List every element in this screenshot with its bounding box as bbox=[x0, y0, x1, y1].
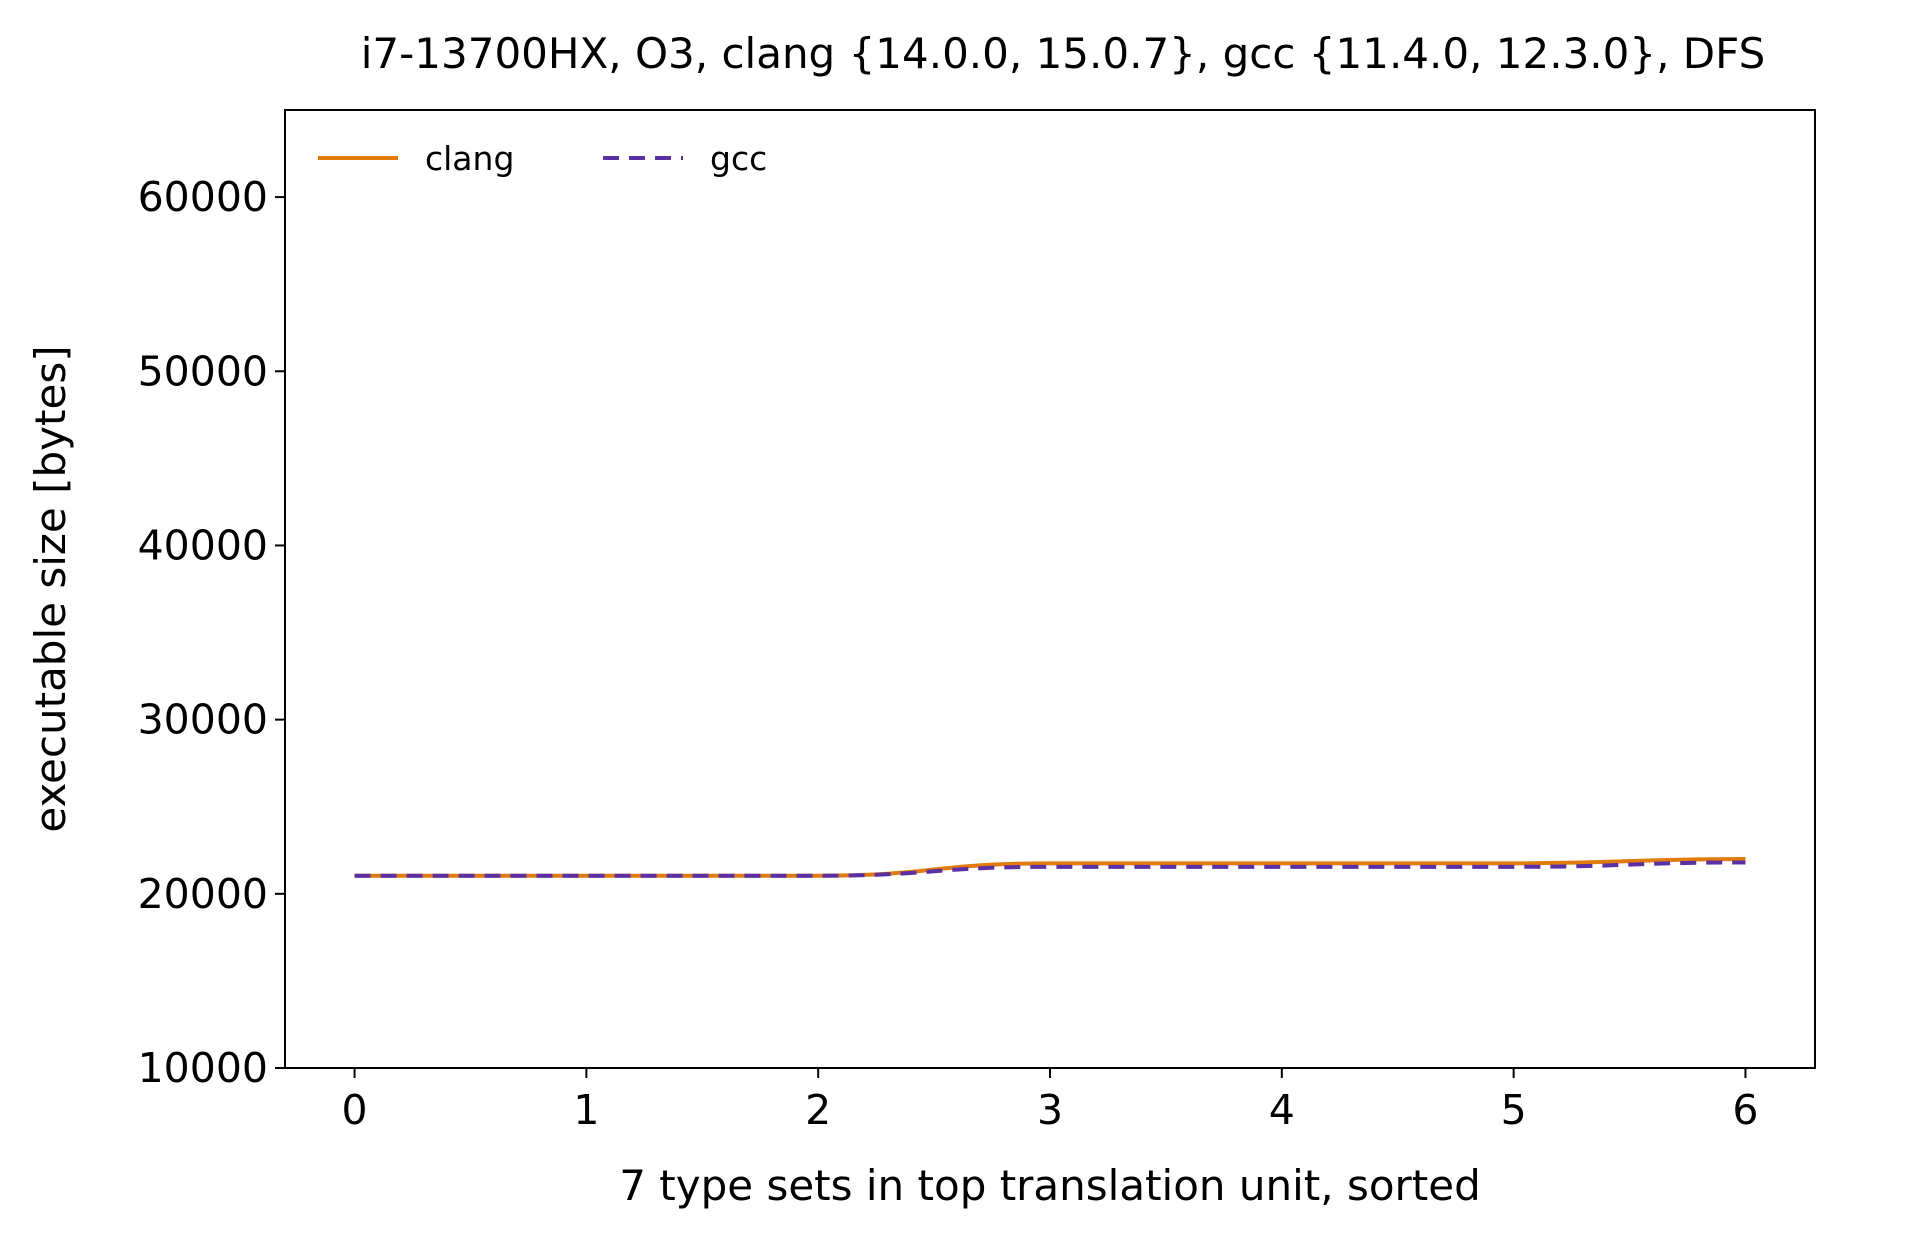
x-tick-label-4: 4 bbox=[1269, 1086, 1295, 1134]
legend-label-clang: clang bbox=[425, 139, 514, 178]
plot-area bbox=[354, 856, 1746, 878]
x-tick-label-0: 0 bbox=[341, 1086, 367, 1134]
x-tick-label-6: 6 bbox=[1732, 1086, 1758, 1134]
y-axis-label: executable size [bytes] bbox=[26, 345, 75, 832]
x-axis: 0 1 2 3 4 5 6 bbox=[341, 1068, 1759, 1134]
x-axis-label: 7 type sets in top translation unit, sor… bbox=[619, 1161, 1481, 1210]
x-tick-label-2: 2 bbox=[805, 1086, 831, 1134]
y-tick-label-0: 10000 bbox=[138, 1044, 268, 1092]
x-tick-label-1: 1 bbox=[573, 1086, 599, 1134]
y-tick-label-2: 30000 bbox=[138, 696, 268, 744]
y-tick-label-3: 40000 bbox=[138, 521, 268, 569]
y-tick-label-5: 60000 bbox=[138, 173, 268, 221]
x-tick-label-5: 5 bbox=[1501, 1086, 1527, 1134]
x-tick-label-3: 3 bbox=[1037, 1086, 1063, 1134]
y-tick-label-1: 20000 bbox=[138, 870, 268, 918]
legend-label-gcc: gcc bbox=[710, 139, 767, 178]
legend: clang gcc bbox=[318, 139, 767, 178]
y-axis: 10000 20000 30000 40000 50000 60000 bbox=[138, 173, 285, 1092]
chart-title: i7-13700HX, O3, clang {14.0.0, 15.0.7}, … bbox=[361, 29, 1765, 78]
y-tick-label-4: 50000 bbox=[138, 347, 268, 395]
plot-frame bbox=[284, 109, 1816, 1069]
